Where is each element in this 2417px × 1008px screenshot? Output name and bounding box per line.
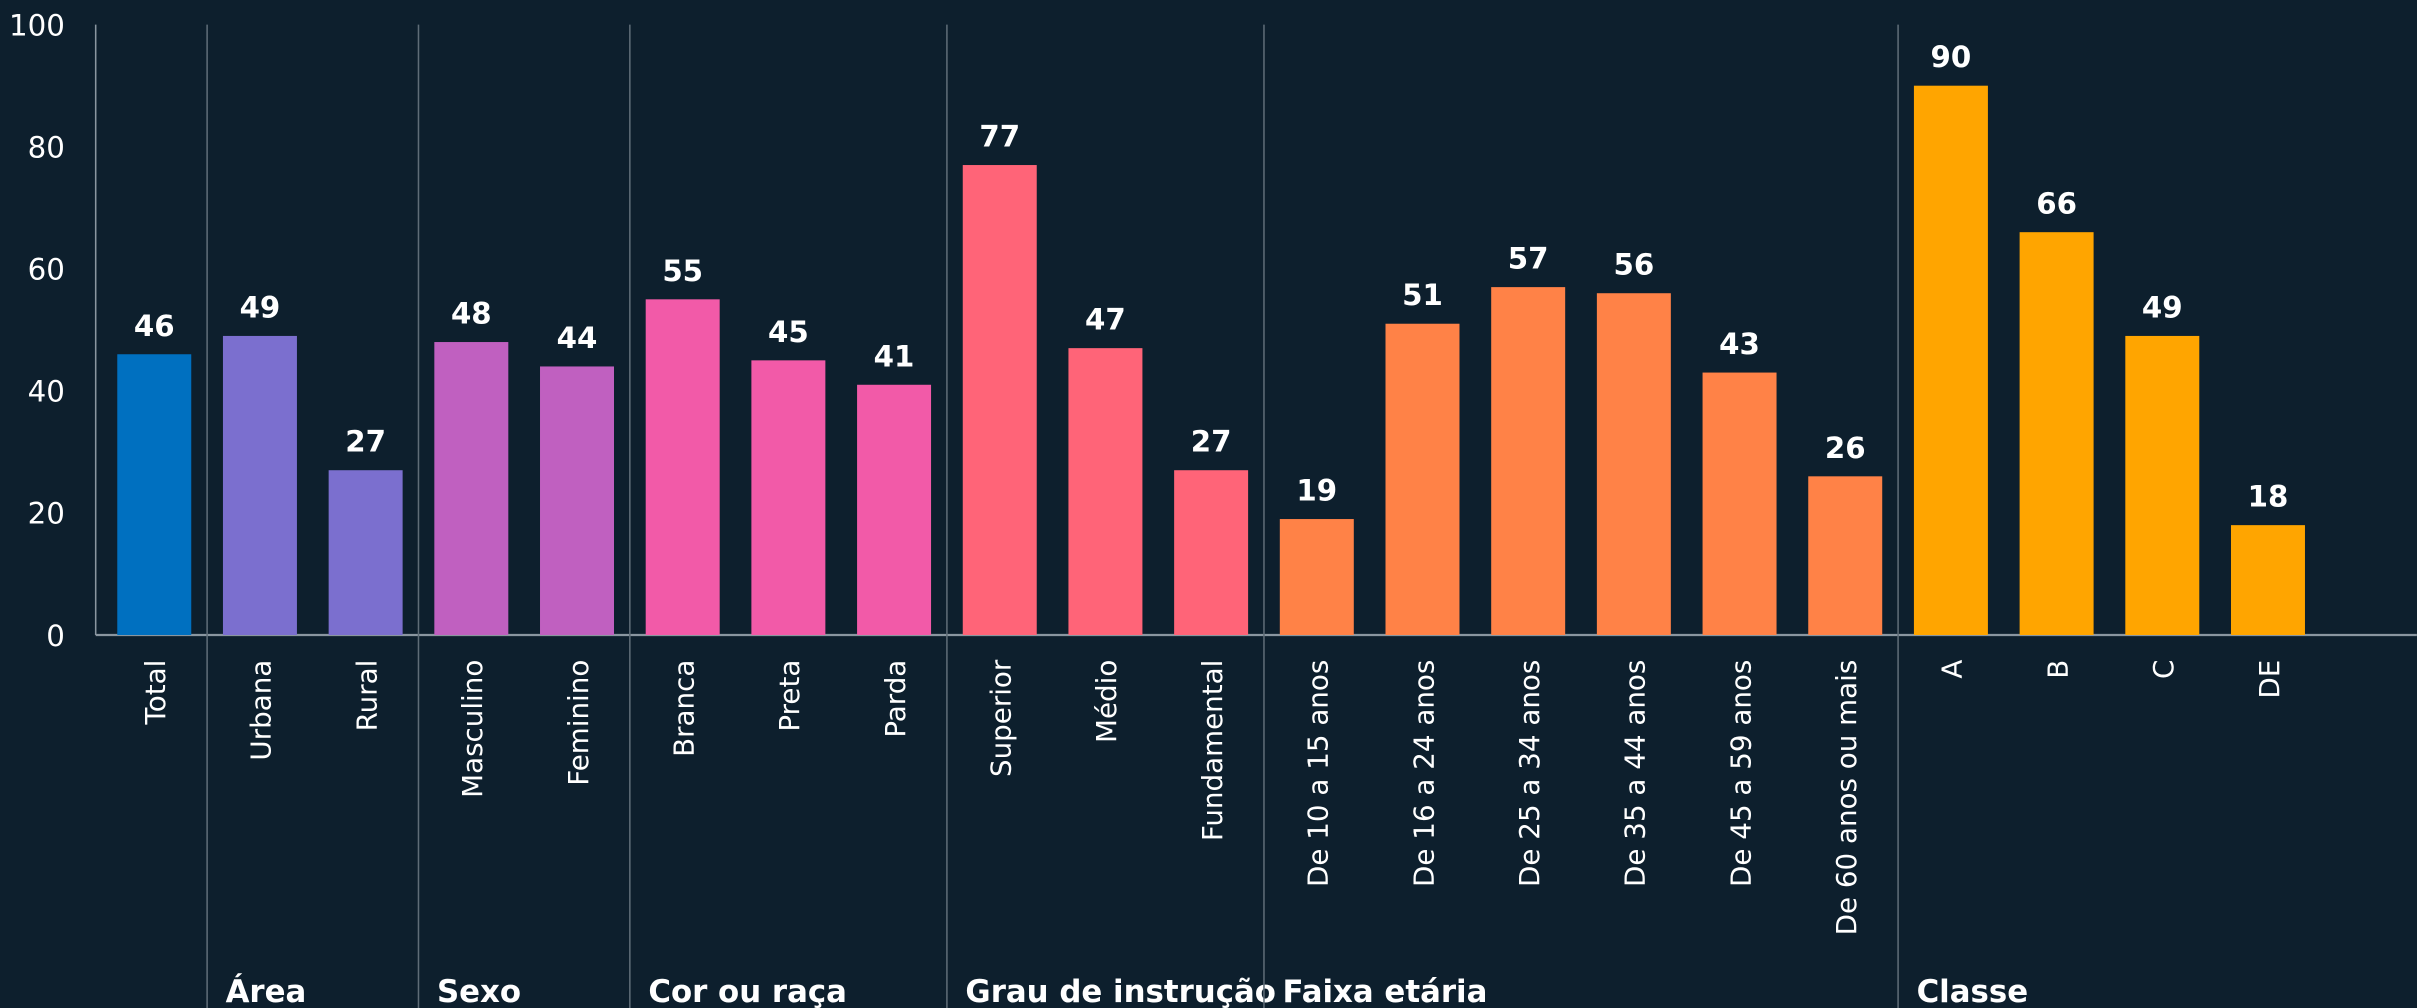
value-label: 57: [1508, 242, 1549, 276]
bar: [2230, 525, 2305, 636]
value-label: 27: [1191, 425, 1232, 459]
value-label: 56: [1613, 248, 1654, 282]
y-tick-label: 40: [28, 375, 65, 409]
bar: [117, 354, 192, 636]
value-label: 49: [2142, 290, 2183, 324]
x-tick-label: De 60 anos ou mais: [1830, 660, 1863, 936]
value-label: 55: [662, 254, 703, 288]
bar: [2125, 335, 2200, 636]
bar: [1491, 287, 1566, 636]
bar: [328, 470, 403, 636]
bar: [1596, 293, 1671, 636]
value-label: 46: [134, 309, 175, 343]
bar: [1068, 348, 1143, 636]
bar: [1913, 85, 1988, 636]
x-tick-label: DE: [2253, 660, 2286, 699]
x-tick-label: De 35 a 44 anos: [1619, 660, 1652, 887]
bar: [1385, 323, 1460, 636]
x-tick-label: Urbana: [245, 660, 278, 761]
value-label: 51: [1402, 278, 1443, 312]
x-tick-label: A: [1936, 660, 1969, 679]
group-label: Faixa etária: [1282, 974, 1487, 1008]
group-label: Classe: [1917, 974, 2029, 1008]
value-label: 19: [1296, 474, 1337, 508]
x-tick-label: Superior: [985, 659, 1018, 777]
bar: [1808, 476, 1883, 636]
x-tick-label: Branca: [667, 660, 700, 757]
x-tick-label: De 10 a 15 anos: [1302, 660, 1335, 887]
bar: [1279, 519, 1354, 636]
x-tick-label: Rural: [350, 660, 383, 732]
y-tick-label: 80: [28, 131, 65, 165]
x-tick-label: Médio: [1090, 660, 1123, 743]
x-tick-label: De 16 a 24 anos: [1407, 660, 1440, 887]
x-tick-label: Preta: [773, 660, 806, 732]
y-tick-label: 0: [46, 619, 65, 653]
x-tick-label: Feminino: [562, 660, 595, 786]
value-label: 49: [240, 290, 281, 324]
value-label: 47: [1085, 303, 1126, 337]
bar: [857, 384, 932, 636]
y-tick-label: 100: [9, 8, 65, 42]
x-tick-label: C: [2147, 660, 2180, 679]
bar: [1174, 470, 1249, 636]
value-label: 43: [1719, 327, 1760, 361]
y-tick-label: 60: [28, 253, 65, 287]
bar: [434, 342, 509, 636]
value-label: 18: [2248, 480, 2289, 514]
group-label: Grau de instrução: [965, 974, 1276, 1008]
x-tick-label: Fundamental: [1196, 660, 1229, 841]
value-label: 77: [979, 120, 1020, 154]
value-label: 45: [768, 315, 809, 349]
bar: [645, 299, 720, 636]
bar: [222, 335, 297, 636]
group-label: Área: [226, 974, 307, 1008]
x-tick-label: De 25 a 34 anos: [1513, 660, 1546, 887]
x-tick-label: B: [2041, 660, 2074, 679]
x-tick-label: Total: [139, 660, 172, 726]
value-label: 44: [557, 321, 598, 355]
y-tick-label: 20: [28, 497, 65, 531]
bar: [1702, 372, 1777, 636]
value-label: 48: [451, 297, 492, 331]
group-label: Sexo: [437, 974, 521, 1008]
value-label: 90: [1931, 40, 1972, 74]
value-label: 26: [1825, 431, 1866, 465]
bar: [2019, 232, 2094, 636]
value-label: 66: [2036, 187, 2077, 221]
bar: [962, 165, 1037, 636]
x-tick-label: Parda: [879, 660, 912, 738]
x-tick-label: Masculino: [456, 660, 489, 798]
x-tick-label: De 45 a 59 anos: [1724, 660, 1757, 887]
bar: [751, 360, 826, 636]
value-label: 41: [874, 339, 915, 373]
bar: [540, 366, 614, 636]
group-label: Cor ou raça: [648, 974, 847, 1008]
value-label: 27: [345, 425, 386, 459]
